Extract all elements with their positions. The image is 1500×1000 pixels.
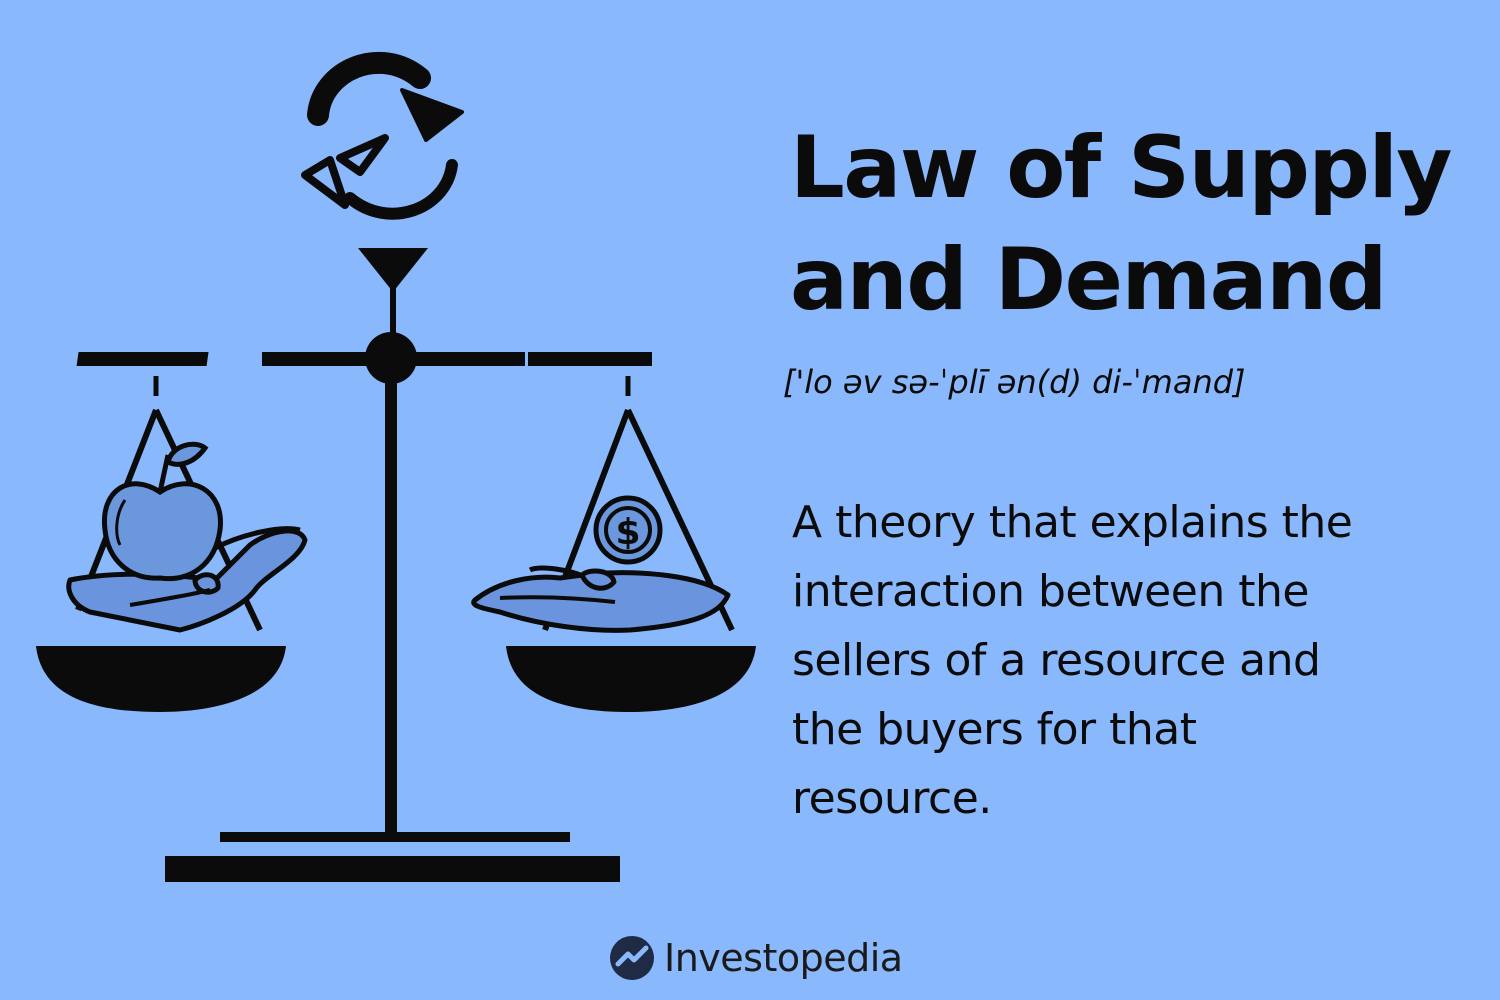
investopedia-logo-icon xyxy=(610,936,654,980)
definition-line-3: sellers of a resource and xyxy=(792,635,1321,686)
brand-name: Investopedia xyxy=(664,936,903,980)
apple-icon xyxy=(101,441,223,582)
balance-scale-illustration: $ xyxy=(36,51,756,882)
definition-text: A theory that explains the interaction b… xyxy=(792,488,1482,833)
left-pan xyxy=(36,646,286,712)
hand-icon xyxy=(471,565,731,633)
definition-line-1: A theory that explains the xyxy=(792,497,1353,548)
definition-line-5: resource. xyxy=(792,773,992,824)
dollar-symbol: $ xyxy=(615,512,640,553)
scale-post xyxy=(385,375,397,835)
scale-base xyxy=(165,832,620,882)
title-line-2: and Demand xyxy=(790,230,1387,330)
scale-pointer xyxy=(358,248,428,335)
scale-beam xyxy=(76,332,652,384)
right-pan xyxy=(506,646,756,712)
cycle-arrows-icon xyxy=(301,51,464,220)
title-line-1: Law of Supply xyxy=(790,118,1452,218)
pronunciation: ['lo əv sə-ˈplī ən(d) di-ˈmand] xyxy=(783,363,1246,401)
page-title: Law of Supply and Demand xyxy=(790,112,1480,336)
brand-logo: Investopedia xyxy=(608,930,903,986)
definition-line-4: the buyers for that xyxy=(792,704,1197,755)
definition-line-2: interaction between the xyxy=(792,566,1309,617)
dollar-coin-icon: $ xyxy=(593,495,663,565)
